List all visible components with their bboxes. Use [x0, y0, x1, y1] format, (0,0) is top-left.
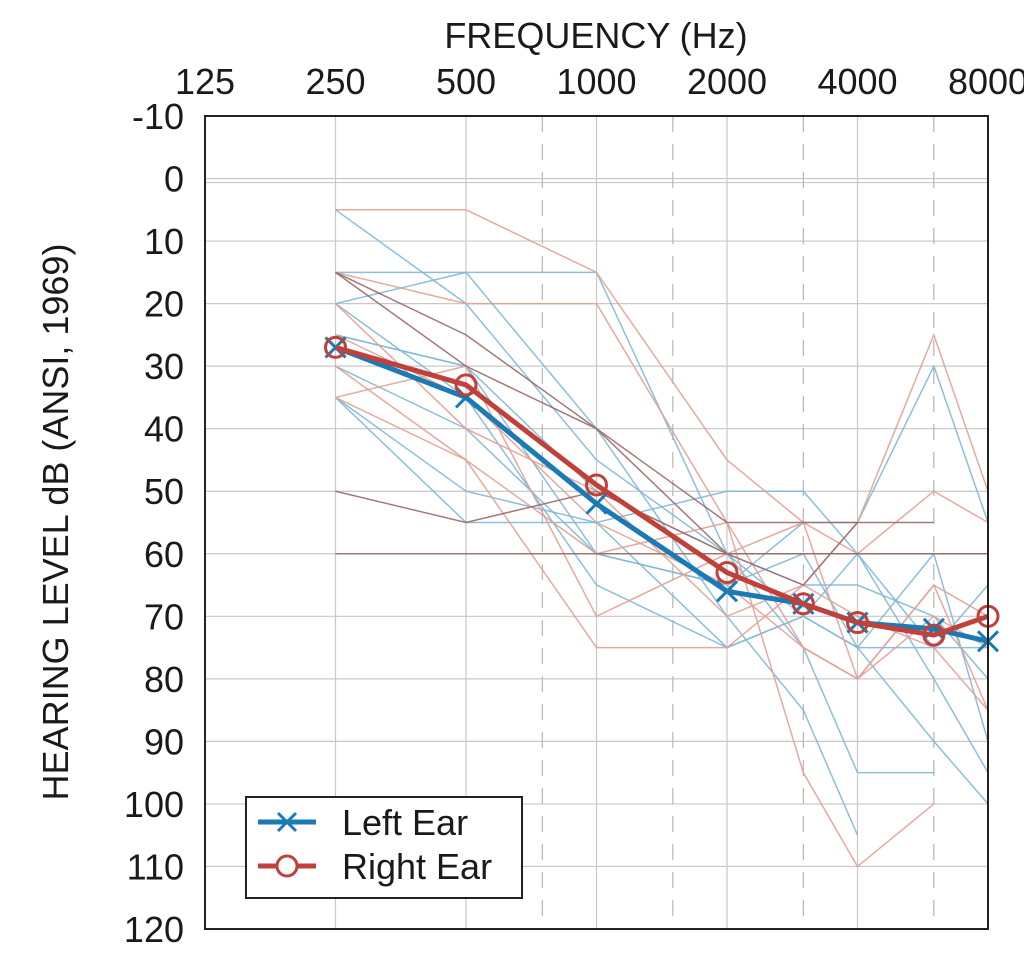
legend-left-ear-label: Left Ear	[342, 802, 468, 843]
y-tick-label: 100	[124, 784, 184, 825]
y-tick-label: 70	[144, 596, 184, 637]
x-tick-label: 500	[436, 61, 496, 102]
x-tick-label: 8000	[948, 61, 1024, 102]
y-tick-label: 60	[144, 534, 184, 575]
right-ear-individual-trace	[335, 209, 989, 711]
y-tick-label: 40	[144, 409, 184, 450]
right-ear-circle-marker	[922, 623, 946, 647]
legend-box	[245, 796, 523, 899]
legend-right-ear-label: Right Ear	[342, 846, 492, 887]
y-tick-label: -10	[132, 96, 184, 137]
right-ear-individual-trace	[334, 303, 989, 711]
x-tick-labels: 125 250 500 1000 2000 4000 8000	[175, 61, 1024, 102]
x-tick-label: 4000	[817, 61, 897, 102]
y-tick-label: 120	[124, 909, 184, 950]
y-tick-label: 50	[144, 471, 184, 512]
right-ear-circle-marker	[846, 611, 869, 635]
left-ear-line	[334, 345, 989, 644]
y-tick-labels: -10 0 10 20 30 40 50 60 70 80 90 100 110 120	[124, 96, 184, 950]
x-tick-label: 1000	[556, 61, 636, 102]
y-tick-label: 0	[164, 159, 184, 200]
right-ear-circle-marker	[454, 373, 478, 397]
right-ear-circle-marker	[715, 561, 739, 585]
left-ear-individual-trace	[335, 396, 989, 805]
x-tick-label: 2000	[687, 61, 767, 102]
y-tick-label: 10	[144, 221, 184, 262]
plot-frame	[204, 115, 989, 930]
y-axis-title: HEARING LEVEL dB (ANSI, 1969)	[35, 244, 76, 801]
x-icon	[276, 811, 298, 833]
right-ear-circle-marker	[791, 592, 815, 616]
left-ear-x-marker	[715, 580, 739, 603]
left-ear-x-marker	[585, 492, 608, 515]
y-tick-label: 110	[127, 846, 184, 887]
x-axis-title: FREQUENCY (Hz)	[444, 15, 747, 56]
y-tick-label: 90	[144, 721, 184, 762]
x-tick-label: 250	[305, 61, 365, 102]
y-tick-label: 30	[144, 346, 184, 387]
individual-traces	[334, 209, 989, 868]
right-ear-individual-trace	[335, 365, 989, 618]
right-ear-individual-trace	[335, 396, 989, 680]
combined-individual-trace	[335, 271, 858, 524]
right-ear-circle-marker	[324, 335, 347, 359]
legend: Left Ear Right Ear	[245, 796, 523, 899]
x-tick-label: 125	[175, 61, 235, 102]
circle-icon	[275, 854, 299, 878]
mean-series	[324, 335, 1000, 653]
right-ear-circle-marker	[585, 473, 608, 497]
right-ear-line	[334, 344, 989, 638]
y-tick-label: 20	[144, 284, 184, 325]
y-tick-label: 80	[144, 659, 184, 700]
